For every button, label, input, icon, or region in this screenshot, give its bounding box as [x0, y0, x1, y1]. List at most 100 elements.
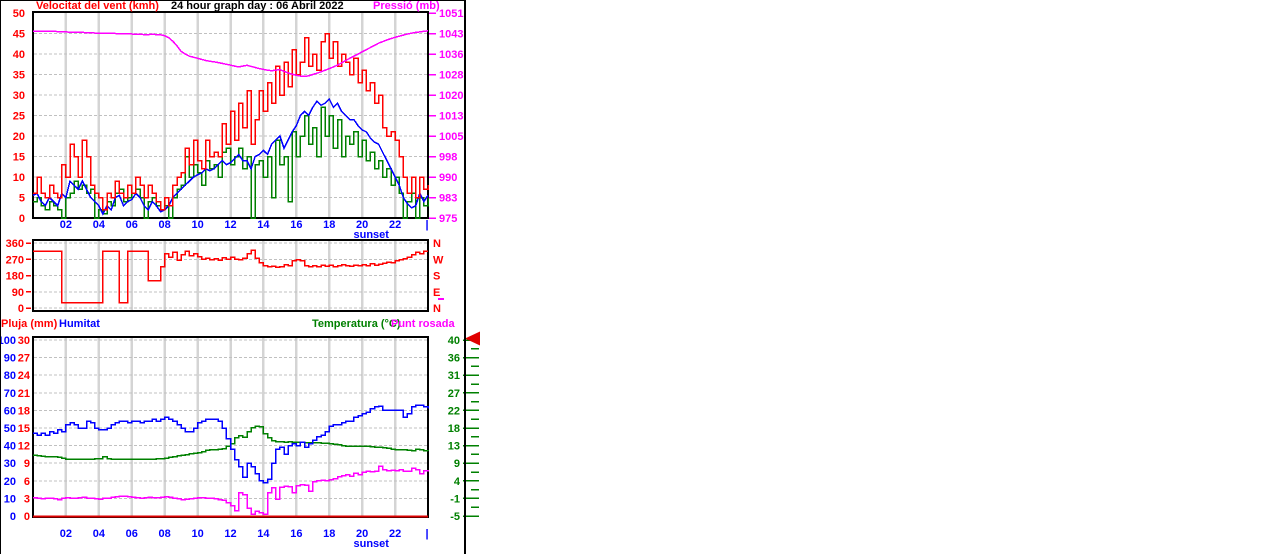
humidity-axis-label: 90	[4, 353, 16, 365]
frame-right-border	[464, 0, 466, 554]
compass-label: S	[433, 271, 440, 283]
x-end-tick: |	[425, 528, 428, 540]
pressure-axis-label: 1020	[439, 90, 463, 102]
pressure-axis-label: 990	[439, 172, 457, 184]
sunset-label: sunset	[353, 538, 389, 550]
rain-axis-label: 30	[18, 335, 30, 347]
wind-avg-kmh-series	[32, 97, 429, 216]
direction-axis-label: 0	[18, 303, 24, 315]
humidity-axis-label: 60	[4, 405, 16, 417]
pressure-axis-label: 998	[439, 152, 457, 164]
pressure-axis-label: 1036	[439, 49, 463, 61]
rain-axis-label: 24	[18, 370, 31, 382]
temp-axis-label: 4	[454, 476, 461, 488]
x-tick-label: 22	[389, 528, 401, 540]
temp-axis-label: 27	[448, 388, 460, 400]
wind-direction-deg-series	[33, 249, 428, 304]
x-tick-label: 04	[93, 528, 106, 540]
x-tick-label: 14	[257, 528, 270, 540]
rain-axis-label: 6	[24, 476, 30, 488]
humidity-axis-label: 70	[4, 388, 16, 400]
x-tick-label: 10	[191, 528, 203, 540]
pressure-axis-label: 1013	[439, 111, 463, 123]
wind-axis-label: 10	[13, 172, 25, 184]
wind-axis-label: 35	[13, 70, 25, 82]
x-end-tick: |	[425, 219, 428, 231]
temp-axis-label: 22	[448, 405, 460, 417]
x-tick-label: 20	[356, 219, 368, 231]
pressure-axis-label: 983	[439, 193, 457, 205]
wind-chart-border	[32, 11, 429, 219]
humidity-pct-series	[33, 404, 429, 484]
wind-low-kmh-series	[33, 106, 429, 219]
rain-axis-label: 18	[18, 405, 30, 417]
pressure-axis-label: 1051	[439, 8, 463, 20]
x-tick-label: 10	[191, 219, 203, 231]
temp-axis-label: 40	[448, 335, 460, 347]
pressure-axis-label: 1005	[439, 131, 463, 143]
direction-axis-label: 90	[12, 287, 24, 299]
x-tick-label: 02	[60, 219, 72, 231]
x-tick-label: 20	[356, 528, 368, 540]
direction-axis-label: 360	[6, 238, 24, 250]
temp-axis-label: 18	[448, 423, 460, 435]
temperature-c-series	[33, 425, 429, 461]
page-title: 24 hour graph day : 06 Abril 2022	[171, 0, 344, 12]
marker-arrow-icon	[465, 331, 480, 346]
humidity-axis-label: 0	[10, 511, 16, 523]
temp-axis-label: 31	[448, 370, 460, 382]
x-tick-label: 14	[257, 219, 270, 231]
humidity-label: Humitat	[59, 318, 100, 330]
x-tick-label: 12	[224, 528, 236, 540]
humidity-axis-label: 80	[4, 370, 16, 382]
humidity-axis-label: 50	[4, 423, 16, 435]
wind-axis-label: 30	[13, 90, 25, 102]
pressure-mb-series	[33, 30, 429, 78]
direction-axis-label: 180	[6, 271, 24, 283]
rain-axis-label: 0	[24, 511, 30, 523]
direction-chart-border	[32, 239, 429, 312]
sunset-label: sunset	[353, 229, 389, 241]
rain-axis-label: 21	[18, 388, 30, 400]
rain-axis-label: 15	[18, 423, 30, 435]
wind-axis-label: 40	[13, 49, 25, 61]
x-tick-label: 18	[323, 219, 335, 231]
x-tick-label: 06	[126, 219, 138, 231]
rain-axis-label: 9	[24, 458, 30, 470]
x-tick-label: 22	[389, 219, 401, 231]
humidity-axis-label: 10	[4, 493, 16, 505]
x-tick-label: 08	[159, 528, 171, 540]
humidity-axis-label: 40	[4, 441, 16, 453]
charts-canvas: 0510152025303540455097598399099810051013…	[0, 8, 480, 550]
compass-label: N	[433, 303, 441, 315]
wind-gust-kmh-series	[33, 32, 429, 211]
x-tick-label: 16	[290, 528, 302, 540]
frame-top-border	[0, 0, 466, 1]
x-tick-label: 06	[126, 528, 138, 540]
wind-axis-label: 5	[19, 193, 25, 205]
humidity-axis-label: 100	[0, 335, 16, 347]
temperature-label: Temperatura (°C)	[312, 318, 401, 330]
frame-left-border	[0, 0, 1, 554]
compass-label: W	[433, 254, 444, 266]
dewpoint-label: Punt rosada	[391, 318, 455, 330]
dewpoint-c-series	[33, 465, 429, 516]
x-tick-label: 08	[159, 219, 171, 231]
humidity-axis-label: 20	[4, 476, 16, 488]
compass-label: N	[433, 238, 441, 250]
pressure-axis-title: Pressió (mb)	[373, 0, 440, 12]
rain-axis-label: 27	[18, 353, 30, 365]
wind-axis-label: 20	[13, 131, 25, 143]
pressure-axis-label: 1028	[439, 70, 463, 82]
rain-axis-label: 12	[18, 441, 30, 453]
x-tick-label: 18	[323, 528, 335, 540]
compass-label: E	[433, 287, 440, 299]
wind-axis-label: 0	[19, 213, 25, 225]
wind-axis-title: Velocitat del vent (kmh)	[36, 0, 159, 12]
pressure-axis-label: 1043	[439, 29, 463, 41]
x-tick-label: 02	[60, 528, 72, 540]
pressure-axis-label: 975	[439, 213, 457, 225]
x-tick-label: 12	[224, 219, 236, 231]
temp-axis-label: 36	[448, 353, 460, 365]
